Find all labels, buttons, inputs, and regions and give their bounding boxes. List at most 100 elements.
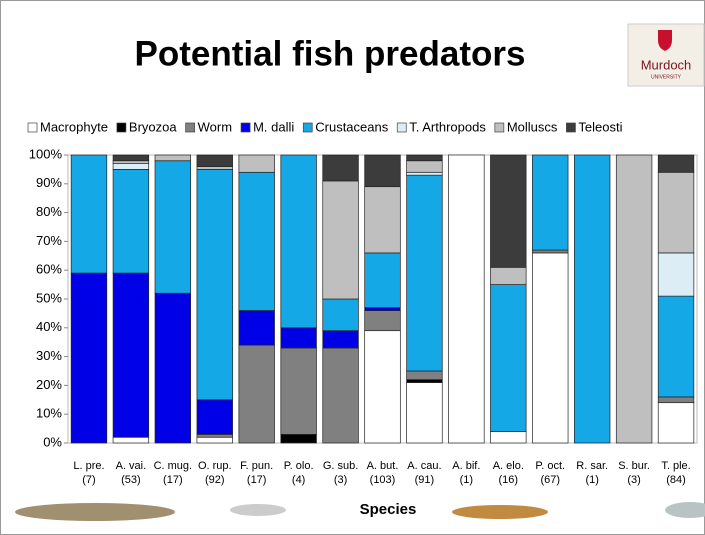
- bar-segment: [406, 174, 443, 372]
- fish-images: [15, 502, 705, 521]
- x-tick-count: (92): [205, 474, 225, 486]
- y-tick-label: 90%: [36, 175, 62, 190]
- y-tick-label: 20%: [36, 377, 62, 392]
- x-axis-label: Species: [360, 501, 417, 518]
- x-tick-label: L. pre.: [73, 460, 104, 472]
- y-tick-label: 60%: [36, 262, 62, 277]
- bar-segment: [112, 163, 150, 170]
- bar-segment: [196, 166, 233, 170]
- x-tick-count: (17): [247, 474, 267, 486]
- legend-label: Bryozoa: [129, 119, 177, 134]
- x-tick-label: A. cau.: [407, 460, 441, 472]
- bar-segment: [406, 379, 443, 383]
- bar-segment: [238, 154, 275, 173]
- bar-segment: [573, 154, 611, 444]
- legend-swatch: [27, 122, 38, 133]
- legend: Macrophyte Bryozoa Worm M. dalli Crustaceans…: [27, 119, 623, 134]
- bar-segment: [490, 431, 527, 444]
- bar-segment: [322, 347, 359, 444]
- legend-label: Macrophyte: [40, 119, 108, 134]
- y-tick-label: 80%: [36, 204, 62, 219]
- x-tick-label: G. sub.: [323, 460, 358, 472]
- bar-segment: [448, 154, 485, 444]
- bar-segment: [406, 160, 443, 173]
- bar-segment: [238, 310, 275, 346]
- fish-image: [230, 504, 286, 516]
- x-tick-count: (16): [499, 474, 519, 486]
- x-tick-label: A. bif.: [452, 460, 480, 472]
- bar-segment: [196, 154, 233, 167]
- x-tick-count: (53): [121, 474, 141, 486]
- x-tick-label: A. vai.: [116, 460, 147, 472]
- x-tick-label: O. rup.: [198, 460, 232, 472]
- bar-segment: [364, 252, 401, 308]
- x-tick-label: A. but.: [367, 460, 399, 472]
- bar-segment: [70, 154, 108, 274]
- fish-image: [15, 503, 175, 521]
- bar-segment: [322, 298, 359, 332]
- logo-text: Murdoch: [641, 57, 692, 72]
- bar-segment: [364, 310, 401, 332]
- chart-title: Potential fish predators: [135, 34, 526, 73]
- bar-segment: [490, 154, 527, 268]
- x-tick-count: (17): [163, 474, 183, 486]
- bar-segment: [112, 160, 150, 164]
- bar-segment: [154, 292, 192, 444]
- legend-label: Crustaceans: [315, 119, 388, 134]
- legend-swatch: [240, 122, 251, 133]
- bar-segment: [657, 252, 695, 297]
- y-tick-label: 70%: [36, 233, 62, 248]
- bar-segment: [280, 434, 317, 444]
- y-tick-label: 30%: [36, 348, 62, 363]
- x-tick-count: (1): [460, 474, 473, 486]
- bar-segment: [657, 402, 695, 444]
- bar-segment: [112, 154, 150, 162]
- x-tick-count: (67): [540, 474, 560, 486]
- logo-crest: [658, 30, 672, 51]
- y-tick-label: 0%: [43, 434, 62, 449]
- y-tick-label: 40%: [36, 319, 62, 334]
- legend-swatch: [185, 122, 195, 133]
- bar-segment: [364, 154, 401, 188]
- x-tick-label: T. ple.: [661, 460, 690, 472]
- bar-segment: [112, 436, 150, 444]
- y-tick-label: 100%: [29, 146, 63, 161]
- bar-segment: [657, 154, 695, 173]
- bar-segment: [112, 169, 150, 274]
- plot: 0% 10% 20% 30% 40% 50% 60% 70% 80% 90% 100% L. pre.…: [29, 146, 698, 486]
- x-tick-count: (3): [334, 474, 347, 486]
- bar-segment: [364, 330, 401, 444]
- logo-subtext: UNIVERSITY: [651, 74, 682, 80]
- fish-image: [665, 502, 705, 518]
- y-tick-label: 10%: [36, 406, 62, 421]
- x-tick-label: S. bur.: [618, 460, 650, 472]
- x-tick-count: (3): [627, 474, 640, 486]
- bar-segment: [322, 330, 359, 349]
- x-tick-label: P. olo.: [284, 460, 314, 472]
- legend-label: Teleosti: [578, 119, 622, 134]
- bar-segment: [532, 249, 569, 254]
- x-tick-label: A. elo.: [493, 460, 524, 472]
- bar-segment: [657, 295, 695, 398]
- bar-segment: [238, 344, 275, 444]
- x-tick-count: (7): [82, 474, 95, 486]
- logo: Murdoch UNIVERSITY: [627, 23, 705, 87]
- x-tick-count: (84): [666, 474, 686, 486]
- bar-segment: [196, 169, 233, 401]
- x-tick-count: (103): [370, 474, 396, 486]
- legend-swatch: [396, 122, 407, 133]
- bar-segment: [490, 284, 527, 432]
- bar-segment: [238, 171, 275, 311]
- bar-segment: [196, 434, 233, 438]
- fish-image: [452, 505, 548, 519]
- bar-segment: [406, 154, 443, 162]
- bar-segment: [615, 154, 653, 444]
- legend-swatch: [566, 122, 576, 133]
- x-tick-label: F. pun.: [240, 460, 273, 472]
- legend-label: Worm: [198, 119, 232, 134]
- bar-segment: [112, 272, 150, 438]
- bar-segment: [70, 272, 108, 444]
- bar-segment: [406, 171, 443, 176]
- x-tick-label: P. oct.: [535, 460, 565, 472]
- bar-segment: [406, 382, 443, 444]
